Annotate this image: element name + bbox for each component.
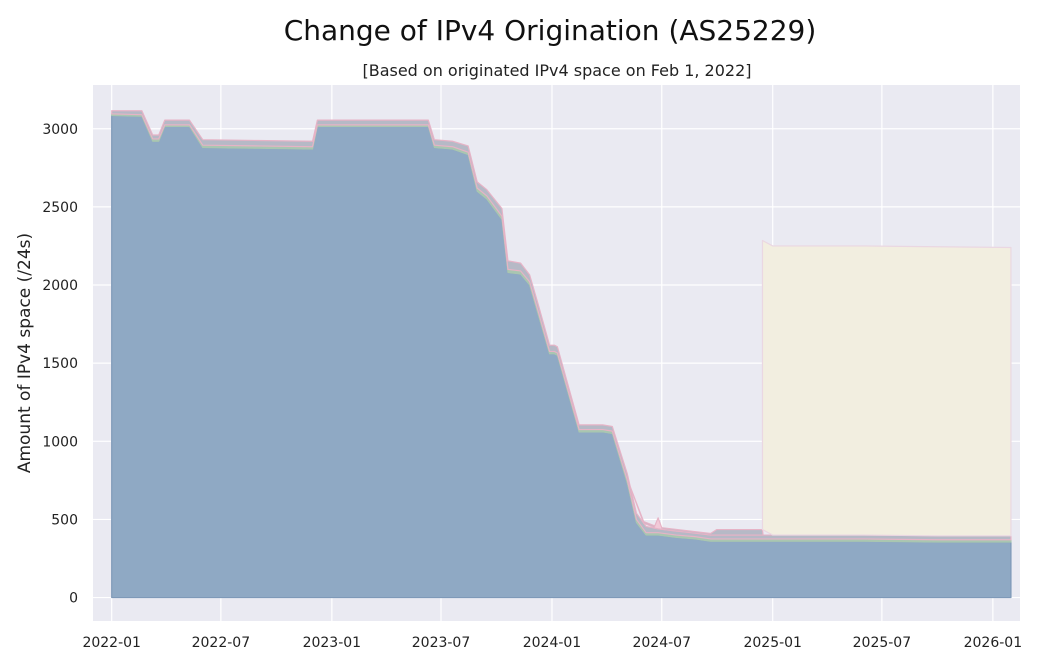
x-tick-label: 2022-07 bbox=[192, 635, 251, 651]
y-tick-label: 3000 bbox=[42, 122, 78, 138]
chart-title: Change of IPv4 Origination (AS25229) bbox=[284, 14, 817, 47]
x-tick-label: 2024-07 bbox=[632, 635, 691, 651]
x-tick-label: 2026-01 bbox=[964, 635, 1023, 651]
y-tick-label: 500 bbox=[51, 512, 78, 528]
y-tick-label: 2000 bbox=[42, 278, 78, 294]
y-tick-label: 1000 bbox=[42, 434, 78, 450]
x-tick-label: 2025-07 bbox=[853, 635, 912, 651]
y-axis-label: Amount of IPv4 space (/24s) bbox=[15, 233, 35, 473]
y-tick-label: 0 bbox=[69, 591, 78, 607]
x-axis-ticks: 2022-01 2022-07 2023-01 2023-07 2024-01 2024-… bbox=[82, 635, 1022, 651]
y-tick-label: 1500 bbox=[42, 356, 78, 372]
chart-subtitle: [Based on originated IPv4 space on Feb 1… bbox=[362, 61, 751, 80]
area-layer-6 bbox=[761, 239, 1012, 537]
x-tick-label: 2022-01 bbox=[82, 635, 141, 651]
x-tick-label: 2023-07 bbox=[412, 635, 471, 651]
y-tick-label: 2500 bbox=[42, 200, 78, 216]
area-layer-5 bbox=[653, 517, 663, 530]
x-tick-label: 2025-01 bbox=[743, 635, 802, 651]
x-tick-label: 2024-01 bbox=[523, 635, 582, 651]
x-tick-label: 2023-01 bbox=[303, 635, 362, 651]
area-layers bbox=[111, 110, 1012, 599]
y-axis-ticks: 0 500 1000 1500 2000 2500 3000 bbox=[42, 122, 78, 607]
